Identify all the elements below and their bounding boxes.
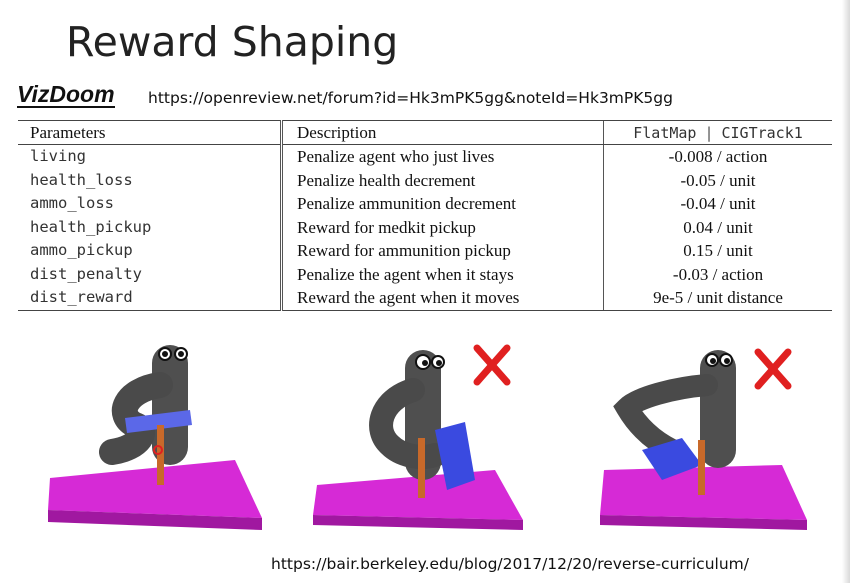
slide-title: Reward Shaping [66, 18, 399, 66]
table-row: dist_reward Reward the agent when it mov… [18, 286, 832, 311]
param-description: Penalize the agent when it stays [280, 262, 604, 286]
platform-side [313, 515, 523, 530]
param-name: ammo_loss [30, 194, 114, 213]
header-values: FlatMap | CIGTrack1 [603, 120, 832, 145]
param-name: living [30, 147, 86, 166]
header-cigtrack: CIGTrack1 [721, 124, 803, 142]
robot-body [700, 350, 736, 468]
param-description: Penalize agent who just lives [280, 144, 604, 169]
robot-pupil-icon [178, 351, 184, 357]
goal-marker-icon [153, 445, 163, 455]
robot-scene-fail-1 [313, 344, 523, 530]
platform-side [600, 515, 807, 530]
image-credit-url: https://bair.berkeley.edu/blog/2017/12/2… [271, 555, 749, 573]
param-value: -0.008 / action [603, 144, 832, 169]
peg [698, 440, 705, 495]
robot-pupil-icon [710, 358, 716, 364]
table-row: living Penalize agent who just lives -0.… [18, 144, 832, 169]
param-value: -0.05 / unit [603, 168, 832, 192]
param-name: dist_reward [18, 286, 282, 311]
ring-block [435, 422, 475, 490]
cross-icon [754, 348, 792, 390]
section-label: VizDoom [17, 81, 115, 108]
header-parameters: Parameters [18, 120, 282, 145]
header-description: Description [280, 120, 604, 145]
table-row: ammo_loss Penalize ammunition decrement … [18, 192, 832, 216]
section-url: https://openreview.net/forum?id=Hk3mPK5g… [148, 89, 673, 107]
param-value: -0.03 / action [603, 262, 832, 286]
peg [157, 425, 164, 485]
platform-side [48, 510, 262, 530]
robot-scene-success [48, 345, 262, 530]
slide-edge-shadow [842, 0, 850, 583]
param-name: health_loss [30, 170, 133, 189]
param-description: Penalize health decrement [280, 168, 604, 192]
cross-icon [473, 344, 511, 386]
param-name: health_pickup [30, 217, 152, 236]
table-row: dist_penalty Penalize the agent when it … [18, 262, 832, 286]
table-row: health_loss Penalize health decrement -0… [18, 168, 832, 192]
ring-block [125, 410, 192, 433]
robot-arm [613, 374, 718, 461]
robot-pupil-icon [436, 360, 442, 366]
param-description: Reward for medkit pickup [280, 215, 604, 239]
header-flatmap: FlatMap [633, 124, 697, 142]
robot-scene-fail-2 [600, 348, 807, 530]
param-value: 0.15 / unit [603, 239, 832, 263]
param-value: 0.04 / unit [603, 215, 832, 239]
robot-pupil-icon [422, 360, 428, 366]
table-header-row: Parameters Description FlatMap | CIGTrack1 [18, 120, 832, 145]
parameters-table: Parameters Description FlatMap | CIGTrack1… [18, 120, 832, 311]
param-description: Reward for ammunition pickup [280, 239, 604, 263]
param-name: ammo_pickup [30, 241, 133, 260]
ring-block [642, 438, 702, 480]
table-row: ammo_pickup Reward for ammunition pickup… [18, 239, 832, 263]
param-value: 9e-5 / unit distance [603, 286, 832, 311]
robot-pupil-icon [162, 351, 168, 357]
param-description: Reward the agent when it moves [280, 286, 604, 311]
table-row: health_pickup Reward for medkit pickup 0… [18, 215, 832, 239]
param-description: Penalize ammunition decrement [280, 192, 604, 216]
platform-top [48, 460, 262, 518]
peg [418, 438, 425, 498]
header-separator: | [704, 124, 714, 142]
param-value: -0.04 / unit [603, 192, 832, 216]
robot-pupil-icon [724, 358, 730, 364]
param-name: dist_penalty [30, 264, 142, 283]
